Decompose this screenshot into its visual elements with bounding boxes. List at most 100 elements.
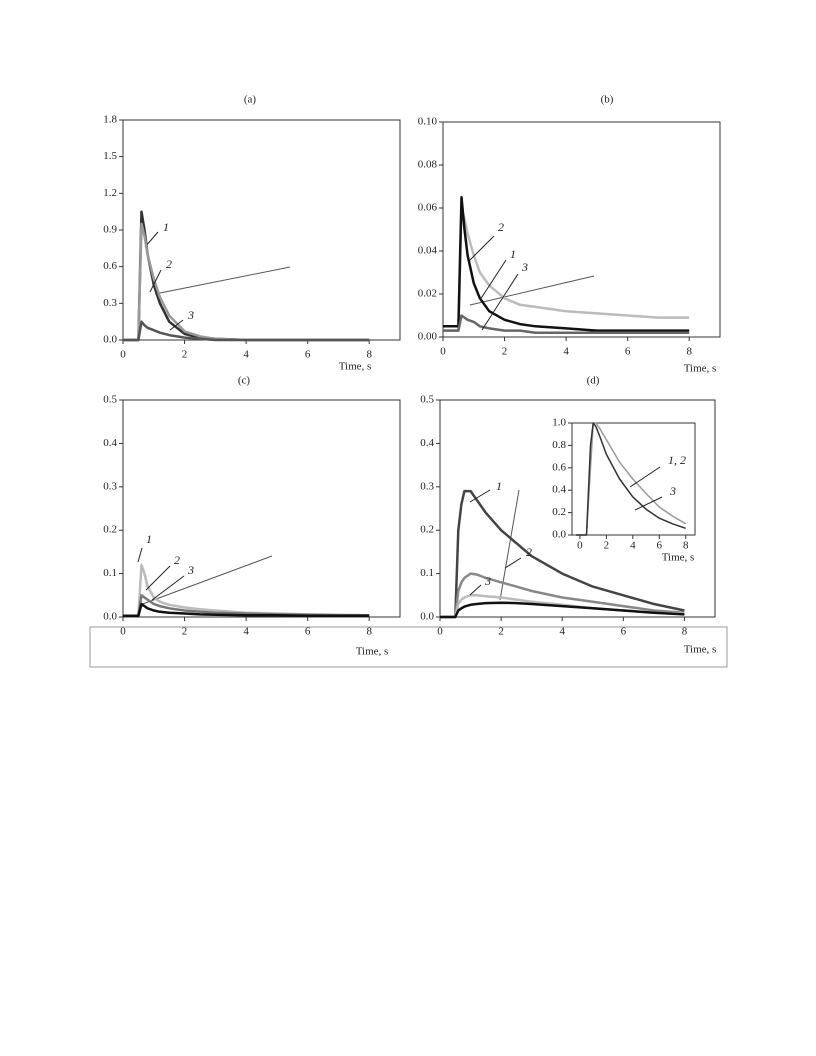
- leader-line: [169, 319, 184, 331]
- x-tick-label: 6: [305, 349, 311, 361]
- panel-title: (a): [244, 94, 257, 106]
- x-axis-label: Time, s: [684, 644, 717, 656]
- series-line: [440, 489, 685, 619]
- x-tick-label: 2: [502, 346, 508, 358]
- x-tick-label: 0: [440, 346, 446, 358]
- series-label: 3: [521, 260, 528, 274]
- leader-line: [481, 273, 519, 331]
- y-tick-label: 0.6: [552, 461, 566, 473]
- y-tick-label: 0.2: [420, 524, 434, 536]
- leader-line: [629, 466, 661, 488]
- series-label: 3: [669, 484, 676, 498]
- x-tick-label: 8: [366, 626, 372, 638]
- y-tick-label: 1.2: [103, 187, 117, 199]
- series-line: [576, 422, 687, 536]
- y-tick-label: 0.4: [103, 437, 117, 449]
- series-line: [443, 314, 690, 334]
- y-tick-label: 0.3: [103, 297, 117, 309]
- leader-line: [479, 259, 507, 301]
- plot-frame: [442, 121, 721, 338]
- stray-line: [469, 275, 595, 306]
- x-tick-label: 4: [630, 540, 636, 552]
- panel-title: (d): [587, 375, 600, 387]
- y-tick-label: 0.9: [103, 224, 117, 236]
- series-label: 1, 2: [668, 453, 686, 467]
- leader-line: [504, 557, 522, 569]
- series-label: 1: [146, 532, 152, 546]
- series-label: 3: [187, 308, 194, 322]
- series-label: 3: [187, 563, 194, 577]
- y-tick-label: 0.06: [418, 202, 438, 214]
- x-tick-label: 8: [366, 349, 372, 361]
- x-tick-label: 4: [243, 349, 249, 361]
- panel-title: (c): [238, 375, 251, 387]
- y-tick-label: 0.04: [418, 245, 438, 257]
- x-axis-label: Time, s: [684, 363, 717, 375]
- series-label: 2: [174, 553, 180, 567]
- series-label: 3: [484, 574, 491, 588]
- stray-line: [154, 266, 291, 295]
- series-line: [123, 602, 370, 617]
- x-tick-label: 0: [120, 626, 126, 638]
- x-tick-label: 4: [243, 626, 249, 638]
- series-line: [576, 422, 686, 536]
- leader-line: [467, 235, 495, 263]
- y-tick-label: 0.4: [552, 484, 566, 496]
- y-tick-label: 0.8: [552, 439, 566, 451]
- x-tick-label: 8: [683, 540, 689, 552]
- plot-frame: [571, 422, 696, 536]
- y-tick-label: 0.0: [103, 611, 117, 623]
- x-axis-label: Time, s: [662, 552, 695, 564]
- plot-frame: [122, 399, 401, 618]
- y-tick-label: 0.0: [552, 529, 566, 541]
- y-tick-label: 0.3: [420, 480, 434, 492]
- x-tick-label: 2: [498, 626, 504, 638]
- leader-line: [149, 269, 162, 293]
- x-axis-label: Time, s: [356, 646, 389, 658]
- y-tick-label: 0.3: [103, 480, 117, 492]
- series-line: [440, 572, 685, 619]
- series-line: [443, 196, 690, 332]
- x-tick-label: 0: [120, 349, 126, 361]
- y-tick-label: 0.1: [103, 567, 117, 579]
- panel-title: (b): [601, 94, 614, 106]
- x-axis-label: Time, s: [339, 361, 372, 373]
- series-label: 2: [498, 220, 504, 234]
- series-line: [440, 601, 685, 619]
- y-tick-label: 0.0: [103, 334, 117, 346]
- y-tick-label: 0.6: [103, 260, 117, 272]
- x-tick-label: 2: [182, 626, 188, 638]
- y-tick-label: 0.08: [418, 159, 438, 171]
- x-tick-label: 6: [625, 346, 631, 358]
- y-tick-label: 0.5: [103, 394, 117, 406]
- series-label: 2: [166, 257, 172, 271]
- leader-line: [137, 547, 143, 563]
- series-label: 1: [510, 247, 516, 261]
- x-tick-label: 0: [437, 626, 443, 638]
- y-tick-label: 0.4: [420, 437, 434, 449]
- y-tick-label: 1.8: [103, 114, 117, 126]
- leader-line: [145, 565, 171, 591]
- series-label: 1: [496, 479, 502, 493]
- caption-frame: [89, 626, 728, 668]
- series-line: [123, 563, 370, 617]
- x-tick-label: 4: [559, 626, 565, 638]
- x-tick-label: 6: [305, 626, 311, 638]
- x-tick-label: 2: [182, 349, 188, 361]
- x-tick-label: 4: [563, 346, 569, 358]
- y-tick-label: 0.0: [420, 611, 434, 623]
- y-tick-label: 0.2: [552, 506, 566, 518]
- plot-frame: [439, 399, 716, 618]
- y-tick-label: 0.02: [418, 288, 437, 300]
- y-tick-label: 0.10: [418, 116, 438, 128]
- series-label: 1: [163, 220, 169, 234]
- stray-line: [139, 555, 273, 606]
- x-tick-label: 6: [657, 540, 663, 552]
- x-tick-label: 2: [604, 540, 610, 552]
- y-tick-label: 1.5: [103, 150, 117, 162]
- y-tick-label: 0.00: [418, 331, 438, 343]
- x-tick-label: 0: [577, 540, 583, 552]
- y-tick-label: 0.5: [420, 394, 434, 406]
- series-line: [123, 320, 370, 342]
